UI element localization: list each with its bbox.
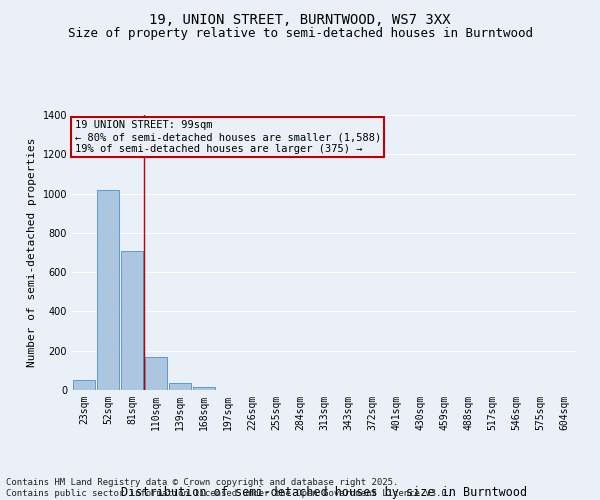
Bar — [193, 387, 215, 390]
Y-axis label: Number of semi-detached properties: Number of semi-detached properties — [27, 138, 37, 367]
Bar — [73, 380, 95, 390]
Bar — [121, 250, 143, 390]
Text: Size of property relative to semi-detached houses in Burntwood: Size of property relative to semi-detach… — [67, 28, 533, 40]
Bar — [169, 383, 191, 390]
Text: 19 UNION STREET: 99sqm
← 80% of semi-detached houses are smaller (1,588)
19% of : 19 UNION STREET: 99sqm ← 80% of semi-det… — [74, 120, 381, 154]
Bar — [145, 356, 167, 390]
Text: 19, UNION STREET, BURNTWOOD, WS7 3XX: 19, UNION STREET, BURNTWOOD, WS7 3XX — [149, 12, 451, 26]
X-axis label: Distribution of semi-detached houses by size in Burntwood: Distribution of semi-detached houses by … — [121, 486, 527, 498]
Bar — [97, 190, 119, 390]
Text: Contains HM Land Registry data © Crown copyright and database right 2025.
Contai: Contains HM Land Registry data © Crown c… — [6, 478, 452, 498]
